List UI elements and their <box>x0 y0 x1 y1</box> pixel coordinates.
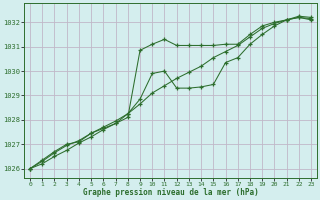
X-axis label: Graphe pression niveau de la mer (hPa): Graphe pression niveau de la mer (hPa) <box>83 188 259 197</box>
